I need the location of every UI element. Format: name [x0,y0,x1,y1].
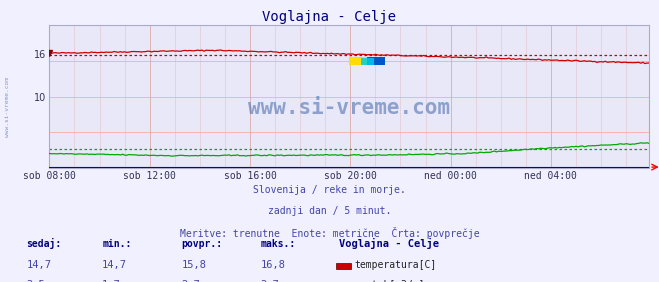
Text: Voglajna - Celje: Voglajna - Celje [339,238,440,249]
Text: 3,5: 3,5 [26,280,45,282]
Text: Voglajna - Celje: Voglajna - Celje [262,10,397,24]
Text: 15,8: 15,8 [181,260,206,270]
Text: 14,7: 14,7 [102,260,127,270]
Text: min.:: min.: [102,239,132,249]
Text: Meritve: trenutne  Enote: metrične  Črta: povprečje: Meritve: trenutne Enote: metrične Črta: … [180,227,479,239]
Text: 16,8: 16,8 [260,260,285,270]
Text: temperatura[C]: temperatura[C] [355,260,437,270]
Text: maks.:: maks.: [260,239,295,249]
Text: povpr.:: povpr.: [181,239,222,249]
Bar [367,57,386,65]
Bar [361,58,374,65]
Text: zadnji dan / 5 minut.: zadnji dan / 5 minut. [268,206,391,216]
Text: www.si-vreme.com: www.si-vreme.com [5,77,11,137]
Text: 2,7: 2,7 [181,280,200,282]
Text: Slovenija / reke in morje.: Slovenija / reke in morje. [253,185,406,195]
Bar [349,57,367,65]
Text: 14,7: 14,7 [26,260,51,270]
Text: www.si-vreme.com: www.si-vreme.com [248,98,450,118]
Text: sedaj:: sedaj: [26,238,61,249]
Text: 1,7: 1,7 [102,280,121,282]
Text: pretok[m3/s]: pretok[m3/s] [355,280,425,282]
Text: 3,7: 3,7 [260,280,279,282]
